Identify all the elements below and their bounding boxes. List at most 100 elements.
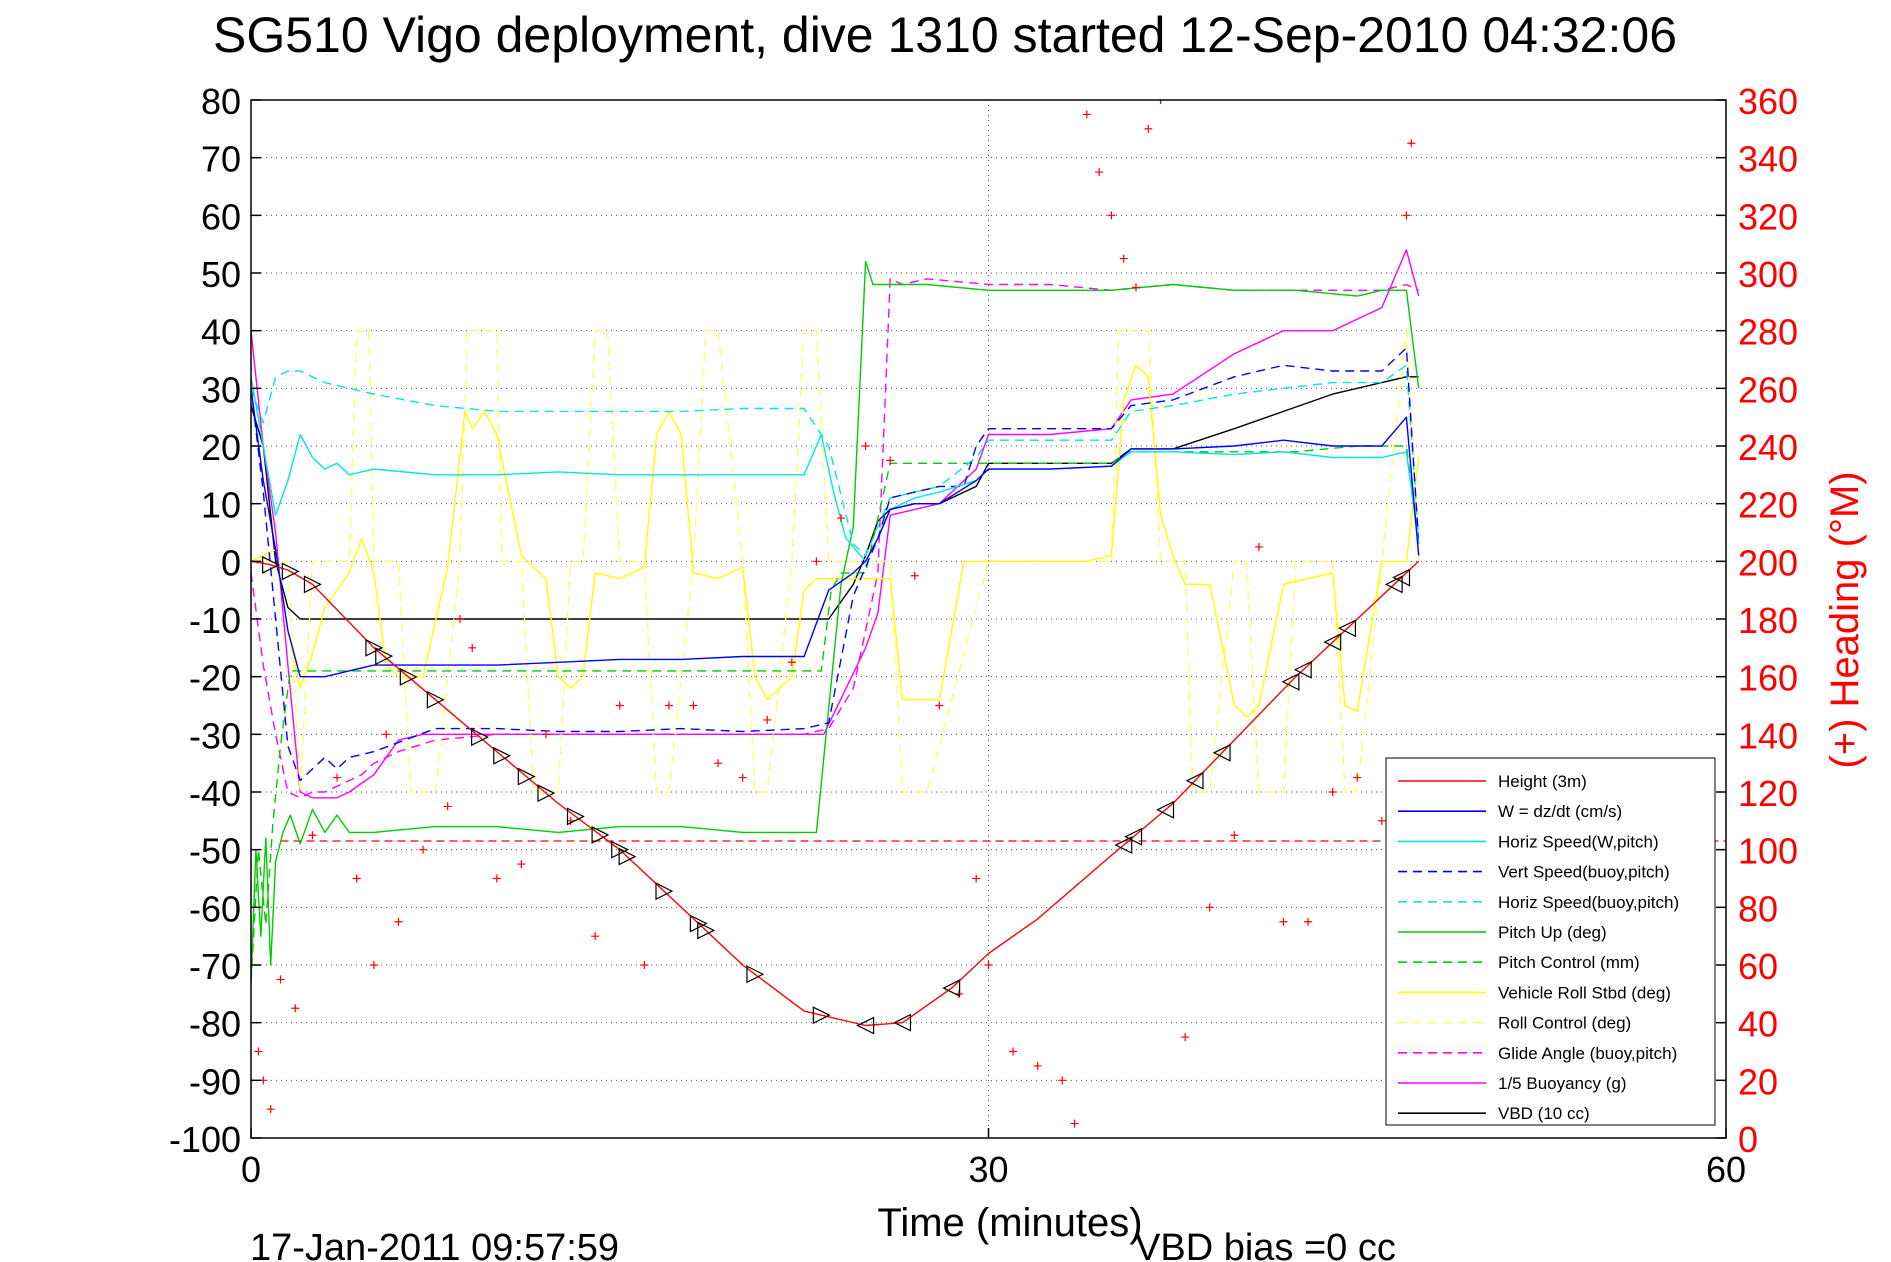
depth-marker bbox=[471, 728, 489, 747]
depth-marker bbox=[856, 1016, 875, 1035]
series-line-2 bbox=[251, 388, 1420, 678]
legend: Height (3m) W = dz/dt (cm/s) Horiz Speed(W… bbox=[1385, 757, 1716, 1126]
heading-point bbox=[972, 874, 981, 883]
series-line-6 bbox=[251, 260, 1420, 983]
heading-point bbox=[984, 961, 993, 969]
y-right-tick-label: 200 bbox=[1738, 542, 1798, 583]
depth-marker bbox=[591, 825, 610, 844]
depth-marker bbox=[365, 638, 384, 657]
legend-label-10: Glide Angle (buoy,pitch) bbox=[1498, 1044, 1677, 1063]
heading-point bbox=[1407, 139, 1416, 148]
y-right-tick-label: 340 bbox=[1738, 139, 1798, 180]
depth-marker bbox=[303, 575, 322, 594]
y-right-tick-label: 360 bbox=[1738, 81, 1798, 122]
y-right-tick-label: 240 bbox=[1738, 427, 1798, 468]
y-tick-label: 20 bbox=[201, 427, 241, 468]
series-line-3 bbox=[251, 376, 1420, 562]
depth-marker bbox=[375, 647, 394, 666]
heading-point bbox=[1205, 903, 1214, 912]
depth-marker bbox=[1185, 771, 1204, 790]
x-tick-label: 60 bbox=[1706, 1149, 1746, 1190]
depth-marker bbox=[537, 784, 556, 803]
y-tick-label: 40 bbox=[201, 312, 241, 353]
heading-point bbox=[333, 773, 342, 782]
y-right-tick-label: 180 bbox=[1738, 600, 1798, 641]
y-tick-label: 30 bbox=[201, 369, 241, 410]
y-right-tick-label: 60 bbox=[1738, 946, 1778, 987]
depth-marker bbox=[1392, 568, 1411, 587]
heading-point bbox=[1095, 168, 1104, 177]
heading-point bbox=[1009, 1047, 1018, 1056]
series-line-5 bbox=[251, 364, 1420, 557]
x-tick-label: 30 bbox=[968, 1149, 1008, 1190]
heading-point bbox=[455, 615, 464, 623]
footer-vbd-bias: VBD bias =0 cc bbox=[1135, 1227, 1396, 1262]
depth-marker bbox=[812, 1006, 831, 1025]
heading-point bbox=[1328, 788, 1337, 796]
heading-point bbox=[369, 961, 378, 969]
heading-point bbox=[1230, 831, 1239, 840]
depth-marker bbox=[942, 979, 961, 998]
y-tick-label: -30 bbox=[189, 715, 241, 756]
heading-point bbox=[1033, 1061, 1042, 1070]
heading-point bbox=[308, 831, 317, 840]
heading-point bbox=[291, 1004, 300, 1013]
depth-marker bbox=[517, 767, 536, 786]
depth-marker bbox=[566, 807, 585, 826]
triangle-markers-layer bbox=[262, 555, 1411, 1035]
y-right-tick-label: 160 bbox=[1738, 658, 1798, 699]
y-tick-label: 70 bbox=[201, 139, 241, 180]
legend-label-6: Pitch Up (deg) bbox=[1498, 923, 1607, 942]
heading-point bbox=[812, 557, 821, 566]
heading-point bbox=[542, 730, 550, 739]
heading-point bbox=[935, 701, 944, 710]
y-tick-label: -90 bbox=[189, 1061, 241, 1102]
heading-point bbox=[738, 773, 747, 782]
legend-box bbox=[1385, 757, 1716, 1126]
heading-point bbox=[1402, 211, 1411, 220]
legend-label-2: W = dz/dt (cm/s) bbox=[1498, 802, 1622, 821]
heading-point bbox=[689, 701, 698, 710]
y-tick-label: -70 bbox=[189, 946, 241, 987]
heading-point bbox=[1304, 917, 1313, 926]
heading-point bbox=[443, 802, 452, 811]
depth-marker bbox=[426, 690, 445, 709]
y-right-tick-label: 320 bbox=[1738, 196, 1798, 237]
depth-marker bbox=[1384, 575, 1403, 594]
y-right-tick-label: 140 bbox=[1738, 715, 1798, 756]
y-tick-label: -20 bbox=[189, 658, 241, 699]
depth-marker bbox=[1212, 743, 1231, 762]
heading-point bbox=[1353, 773, 1362, 782]
legend-label-9: Roll Control (deg) bbox=[1498, 1014, 1631, 1033]
heading-point bbox=[1254, 542, 1263, 551]
legend-label-7: Pitch Control (mm) bbox=[1498, 953, 1640, 972]
y-tick-label: -100 bbox=[169, 1119, 241, 1160]
y-right-tick-label: 300 bbox=[1738, 254, 1798, 295]
heading-point bbox=[1119, 254, 1128, 263]
depth-marker bbox=[1281, 672, 1300, 691]
heading-point bbox=[1107, 211, 1116, 220]
y-tick-label: -60 bbox=[189, 888, 241, 929]
depth-marker bbox=[262, 555, 281, 574]
y-right-tick-label: 260 bbox=[1738, 369, 1798, 410]
heading-point bbox=[266, 1105, 275, 1114]
depth-marker bbox=[281, 562, 300, 581]
depth-marker bbox=[1156, 800, 1175, 819]
series-layer bbox=[251, 249, 1726, 1027]
y-right-tick-label: 100 bbox=[1738, 831, 1798, 872]
legend-label-1: Height (3m) bbox=[1498, 772, 1587, 791]
heading-point bbox=[1070, 1119, 1079, 1128]
legend-label-8: Vehicle Roll Stbd (deg) bbox=[1498, 983, 1671, 1002]
y-tick-label: 60 bbox=[201, 196, 241, 237]
heading-point bbox=[861, 442, 870, 450]
heading-point bbox=[763, 715, 772, 724]
heading-point bbox=[468, 643, 477, 652]
heading-point bbox=[254, 1047, 263, 1056]
heading-point bbox=[886, 456, 895, 465]
y-right-tick-label: 40 bbox=[1738, 1004, 1778, 1045]
y-right-tick-label: 80 bbox=[1738, 888, 1778, 929]
heading-point bbox=[1279, 917, 1288, 926]
heading-point bbox=[1181, 1033, 1190, 1042]
y-tick-label: 0 bbox=[221, 542, 241, 583]
depth-marker bbox=[689, 914, 708, 933]
